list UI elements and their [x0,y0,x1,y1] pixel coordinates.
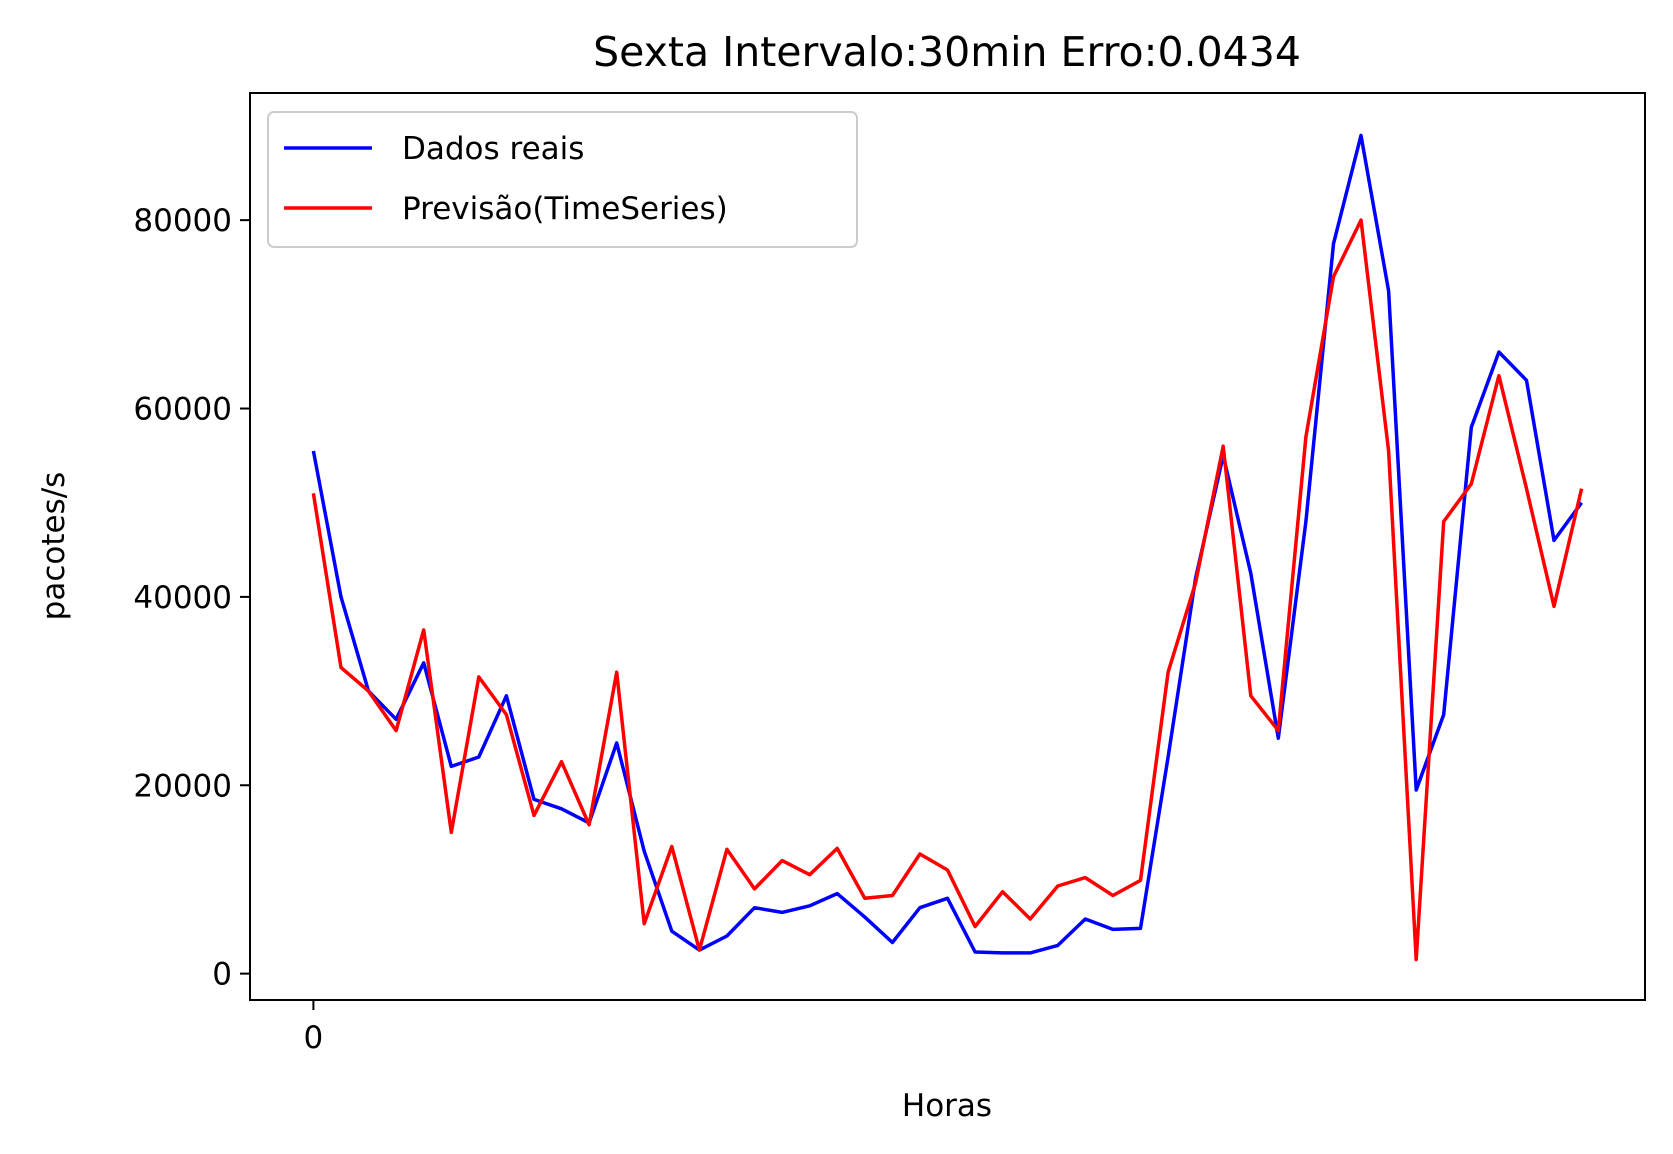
x-axis: 0 [304,1000,324,1056]
y-tick-label: 40000 [133,580,232,616]
y-axis-label: pacotes/s [36,472,72,621]
series-layer [311,133,1584,962]
y-tick-label: 0 [212,957,232,993]
y-tick-label: 60000 [133,392,232,428]
legend-label-previsao: Previsão(TimeSeries) [402,191,728,227]
legend: Dados reais Previsão(TimeSeries) [267,111,858,248]
legend-label-dados-reais: Dados reais [402,131,584,167]
series-line-previsao [311,218,1584,962]
legend-frame [267,111,858,248]
y-tick-label: 20000 [133,768,232,804]
y-tick-label: 80000 [133,203,232,239]
y-axis: 0 20000 40000 60000 80000 [133,203,250,993]
chart-title: Sexta Intervalo:30min Erro:0.0434 [593,28,1301,76]
series-line-dados-reais [311,133,1584,955]
x-axis-label: Horas [902,1088,992,1124]
x-tick-label: 0 [304,1020,324,1056]
plot-area-frame [249,92,1646,1001]
